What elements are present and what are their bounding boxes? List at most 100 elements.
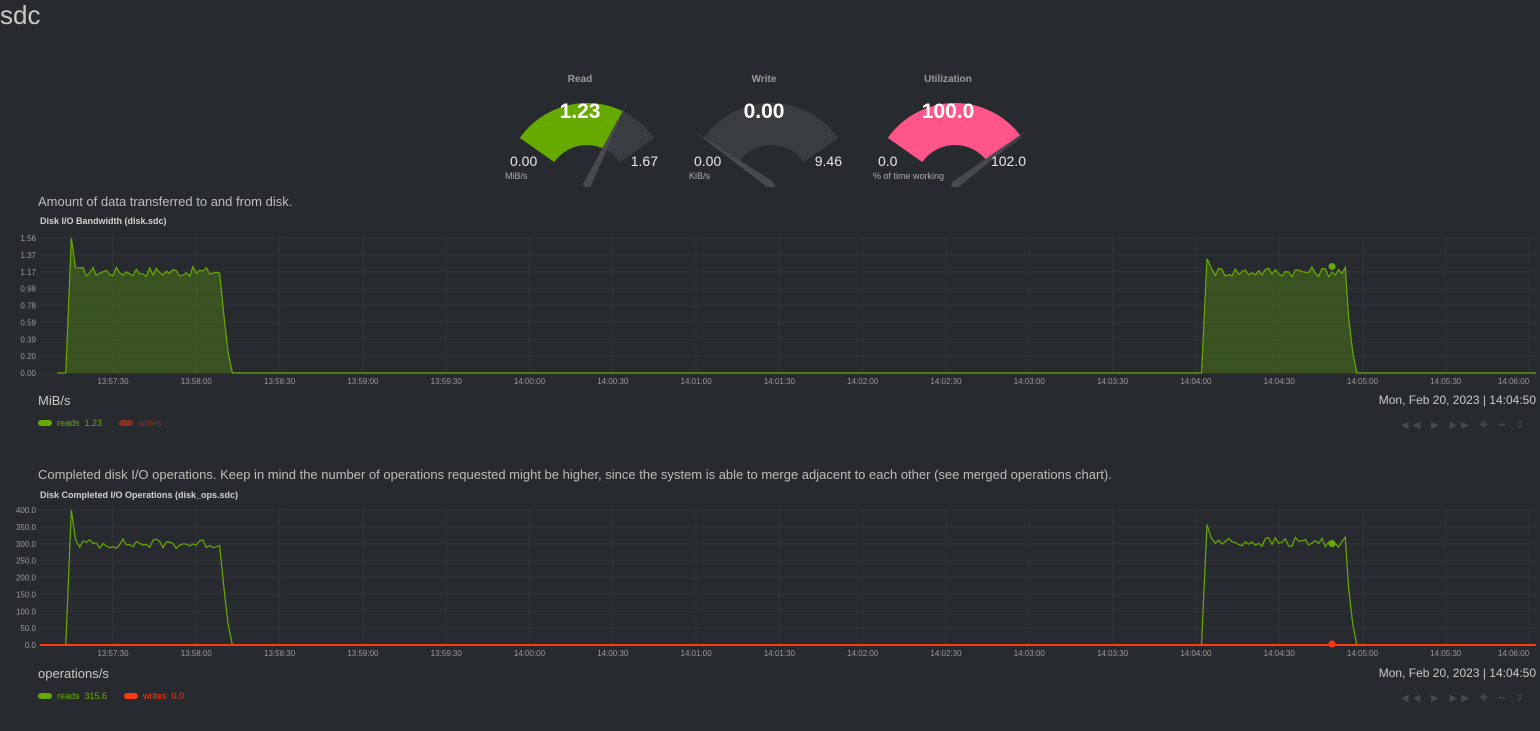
gauge-write[interactable]: Write 0.00 0.00 KiB/s 9.46 — [684, 72, 864, 187]
gauge-max: 1.67 — [630, 153, 658, 169]
series-reads-area — [57, 238, 1536, 373]
x-tick-label: 14:03:30 — [1097, 377, 1129, 386]
chart-info: Completed disk I/O operations. Keep in m… — [38, 467, 1112, 482]
gauge-min: 0.00 — [510, 153, 538, 169]
y-tick-label: 0.98 — [20, 285, 36, 294]
x-tick-label: 14:03:30 — [1097, 649, 1129, 658]
x-tick-label: 14:04:30 — [1264, 649, 1296, 658]
gauge-track — [703, 103, 839, 163]
legend-label-reads[interactable]: reads — [57, 691, 80, 701]
chart-legend: reads 315.6 writes 0.0 — [38, 691, 184, 701]
gauge-value: 1.23 — [559, 100, 601, 123]
chart-toolbar[interactable]: ◀◀ ▶ ▶▶ ✚ ━ ⇕ — [1400, 420, 1528, 431]
y-tick-label: 1.17 — [20, 268, 36, 277]
gauge-needle — [693, 131, 776, 187]
chart-legend: reads 1.23 writes — [38, 418, 162, 428]
gauge-value: 0.00 — [743, 100, 785, 123]
legend-value-reads: 1.23 — [84, 418, 103, 428]
gauge-value: 100.0 — [921, 100, 975, 123]
gauge-utilization[interactable]: Utilization 100.0 0.0 % of time working … — [868, 72, 1048, 187]
chart-title: Disk I/O Bandwidth (disk.sdc) — [40, 216, 167, 226]
gauge-unit: MiB/s — [505, 171, 528, 181]
legend-label-writes[interactable]: writes — [138, 418, 162, 428]
gauge-read[interactable]: Read 1.23 0.00 MiB/s 1.67 — [500, 72, 680, 187]
y-tick-label: 1.37 — [20, 251, 36, 260]
series-reads-hover-point — [1328, 540, 1336, 548]
x-tick-label: 13:59:30 — [431, 377, 463, 386]
x-tick-label: 13:58:00 — [181, 649, 213, 658]
x-tick-label: 13:59:00 — [347, 649, 379, 658]
y-tick-label: 100.0 — [16, 607, 37, 616]
x-tick-label: 14:02:30 — [930, 649, 962, 658]
chart-units: operations/s — [38, 666, 109, 681]
x-tick-label: 14:02:30 — [930, 377, 962, 386]
gauge-title: Read — [567, 74, 593, 85]
x-tick-label: 13:58:30 — [264, 377, 296, 386]
x-tick-label: 14:00:00 — [514, 649, 546, 658]
x-tick-label: 14:04:00 — [1180, 649, 1212, 658]
x-tick-label: 14:04:00 — [1180, 377, 1212, 386]
x-tick-label: 13:58:30 — [264, 649, 296, 658]
x-tick-label: 13:57:30 — [97, 649, 129, 658]
y-tick-label: 200.0 — [16, 574, 37, 583]
y-tick-label: 300.0 — [16, 540, 37, 549]
x-tick-label: 14:01:30 — [764, 377, 796, 386]
y-tick-label: 400.0 — [16, 506, 37, 515]
gauge-max: 102.0 — [990, 153, 1026, 169]
x-tick-label: 14:05:30 — [1430, 649, 1462, 658]
series-writes-hover-point — [1328, 640, 1336, 648]
legend-swatch-writes[interactable] — [119, 420, 134, 426]
gauge-max: 9.46 — [814, 153, 842, 169]
x-tick-label: 14:01:00 — [681, 377, 713, 386]
series-reads-line — [57, 509, 1536, 646]
chart-info: Amount of data transferred to and from d… — [38, 194, 293, 209]
operations-chart[interactable]: 400.0 350.0 300.0 250.0 200.0 150.0 100.0 50.0 0… — [0, 500, 1540, 662]
legend-label-reads[interactable]: reads — [57, 418, 80, 428]
gauge-title: Write — [751, 74, 777, 85]
legend-value-reads: 315.6 — [84, 691, 108, 701]
y-tick-label: 1.56 — [20, 234, 36, 243]
y-tick-label: 0.20 — [20, 352, 36, 361]
y-tick-label: 0.59 — [20, 318, 36, 327]
legend-swatch-reads[interactable] — [38, 420, 52, 426]
x-tick-label: 14:06:00 — [1498, 649, 1530, 658]
gauge-needle — [950, 128, 1030, 187]
y-tick-label: 150.0 — [16, 590, 37, 599]
bandwidth-chart[interactable]: 1.56 1.37 1.17 0.98 0.78 0.59 0.39 0.20 0.00 13:5… — [0, 228, 1540, 390]
x-tick-label: 14:04:30 — [1264, 377, 1296, 386]
x-tick-label: 13:58:00 — [181, 377, 213, 386]
y-tick-label: 0.39 — [20, 335, 36, 344]
legend-swatch-reads[interactable] — [38, 693, 52, 699]
x-tick-label: 13:59:00 — [347, 377, 379, 386]
chart-title: Disk Completed I/O Operations (disk_ops.… — [40, 490, 239, 500]
gauge-fill — [887, 103, 1021, 163]
gauge-write-dial — [693, 103, 839, 187]
x-tick-label: 14:06:00 — [1498, 377, 1530, 386]
x-tick-label: 14:01:30 — [764, 649, 796, 658]
legend-label-writes[interactable]: writes — [143, 691, 167, 701]
x-tick-label: 14:05:30 — [1430, 377, 1462, 386]
x-tick-label: 14:01:00 — [681, 649, 713, 658]
chart-toolbar[interactable]: ◀◀ ▶ ▶▶ ✚ ━ ⇕ — [1400, 693, 1528, 704]
legend-swatch-writes[interactable] — [124, 693, 139, 699]
y-tick-label: 350.0 — [16, 523, 37, 532]
chart-units: MiB/s — [38, 393, 71, 408]
x-tick-label: 14:03:00 — [1014, 649, 1046, 658]
gauge-unit: % of time working — [873, 171, 945, 181]
gauge-needle — [583, 100, 629, 187]
x-tick-label: 14:00:30 — [597, 377, 629, 386]
x-tick-label: 14:00:30 — [597, 649, 629, 658]
x-tick-label: 14:02:00 — [847, 377, 879, 386]
y-tick-label: 50.0 — [20, 624, 36, 633]
x-tick-label: 13:59:30 — [431, 649, 463, 658]
series-reads-line — [57, 237, 1536, 374]
y-tick-label: 0.78 — [20, 302, 36, 311]
gauge-fill — [519, 103, 623, 163]
x-tick-label: 14:00:00 — [514, 377, 546, 386]
x-tick-label: 14:05:00 — [1347, 649, 1379, 658]
gauge-utilization-dial — [887, 103, 1030, 187]
x-tick-label: 14:03:00 — [1014, 377, 1046, 386]
gauge-title: Utilization — [924, 74, 972, 85]
chart-date: Mon, Feb 20, 2023 | 14:04:50 — [1378, 393, 1536, 407]
y-tick-label: 250.0 — [16, 557, 37, 566]
